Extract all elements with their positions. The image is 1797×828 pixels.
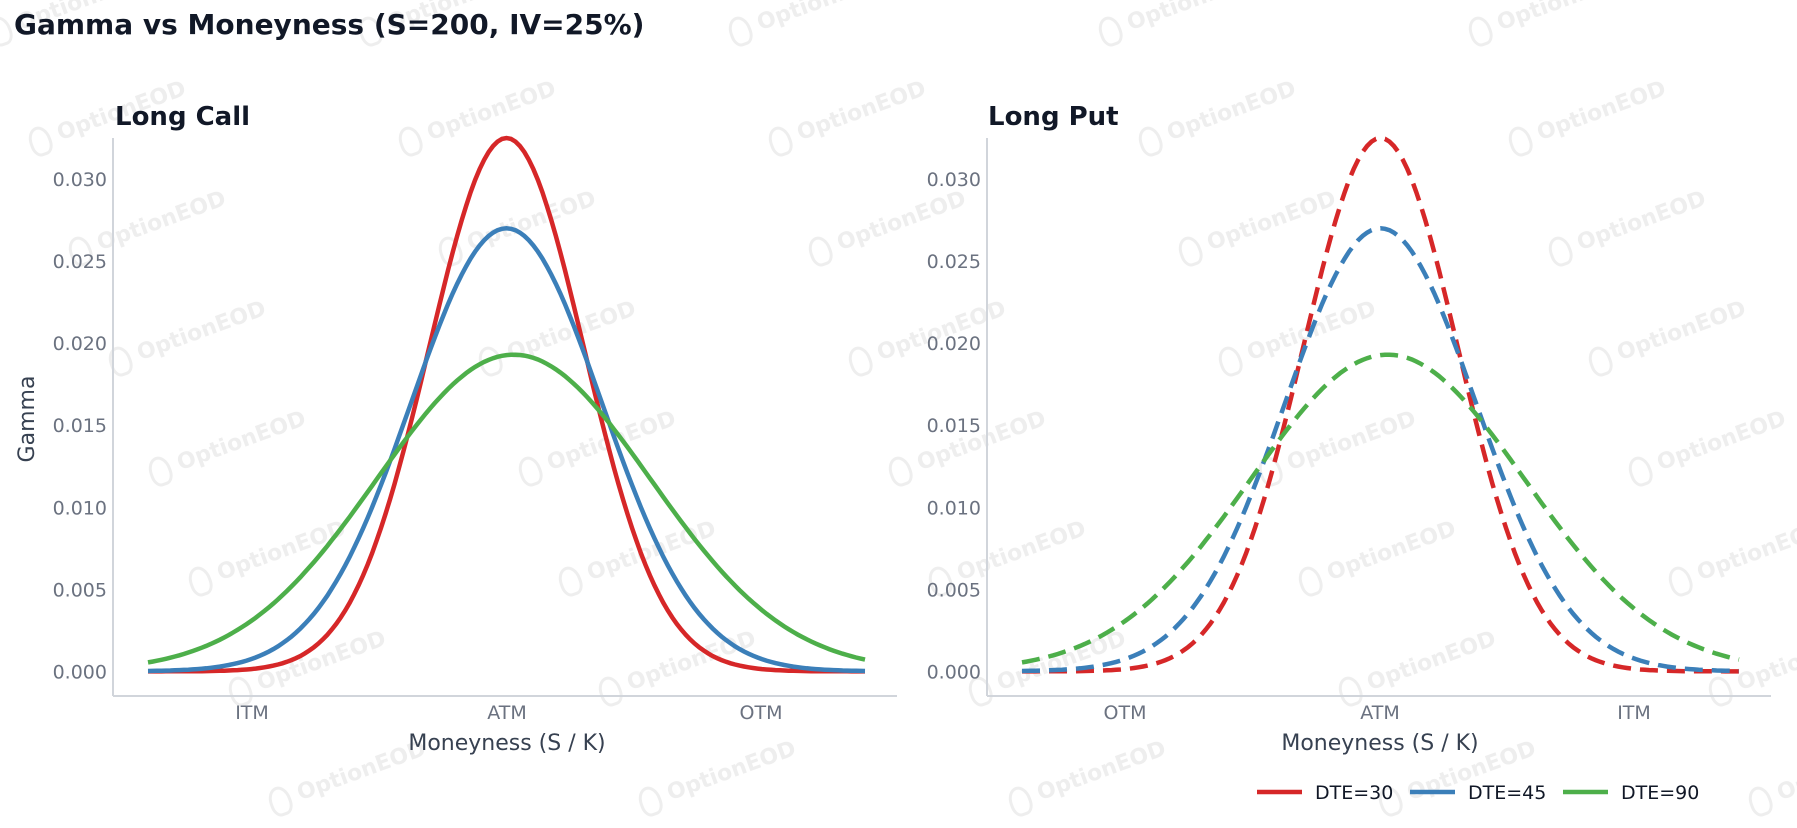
- y-tick-label: 0.015: [927, 415, 981, 437]
- long-put-panel: Long Put 0.000 0.005 0.010 0.015 0.020 0.025 0.…: [927, 102, 1771, 756]
- series-line-dte-45: [1021, 226, 1740, 674]
- y-tick-label: 0.000: [927, 661, 981, 683]
- y-tick-label: 0.030: [927, 169, 981, 191]
- y-tick-label: 0.000: [53, 661, 107, 683]
- y-tick-label: 0.010: [927, 497, 981, 519]
- y-tick-label: 0.005: [927, 579, 981, 601]
- series-line-dte-45: [147, 226, 866, 674]
- panel-title: Long Call: [115, 102, 250, 132]
- y-tick-label: 0.010: [53, 497, 107, 519]
- series-line-dte-30: [1022, 135, 1739, 674]
- x-tick-label: ITM: [1617, 702, 1651, 724]
- series-line-dte-90: [147, 352, 866, 665]
- legend-label: DTE=30: [1315, 782, 1393, 804]
- y-tick-label: 0.025: [927, 251, 981, 273]
- y-tick-label: 0.025: [53, 251, 107, 273]
- legend-label: DTE=90: [1621, 782, 1699, 804]
- y-tick-label: 0.020: [927, 333, 981, 355]
- legend: DTE=30 DTE=45 DTE=90: [1257, 782, 1699, 804]
- legend-label: DTE=45: [1468, 782, 1546, 804]
- y-tick-label: 0.015: [53, 415, 107, 437]
- y-axis-label: Gamma: [15, 376, 40, 463]
- long-call-panel: Long Call 0.000 0.005 0.010 0.015 0.020 0.025 0…: [15, 102, 897, 756]
- x-axis-label: Moneyness (S / K): [1281, 731, 1478, 756]
- y-tick-label: 0.020: [53, 333, 107, 355]
- series-line-dte-30: [148, 135, 865, 674]
- series-line-dte-90: [1021, 352, 1740, 665]
- panel-title: Long Put: [988, 102, 1119, 132]
- x-tick-label: OTM: [740, 702, 783, 724]
- x-tick-label: ATM: [1360, 702, 1400, 724]
- x-axis-label: Moneyness (S / K): [408, 731, 605, 756]
- chart-title: Gamma vs Moneyness (S=200, IV=25%): [14, 8, 645, 41]
- y-tick-label: 0.030: [53, 169, 107, 191]
- x-tick-label: OTM: [1104, 702, 1147, 724]
- x-tick-label: ITM: [235, 702, 269, 724]
- y-tick-label: 0.005: [53, 579, 107, 601]
- x-tick-label: ATM: [487, 702, 527, 724]
